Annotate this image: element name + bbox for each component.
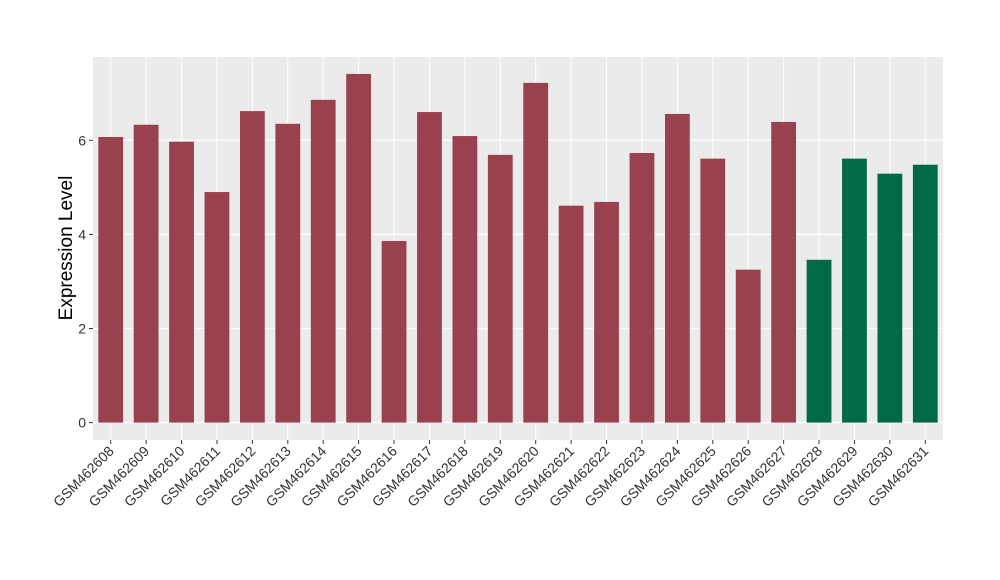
bar bbox=[842, 158, 867, 423]
bar bbox=[275, 123, 301, 423]
bar bbox=[133, 124, 159, 423]
bar bbox=[523, 82, 549, 423]
bar bbox=[771, 121, 797, 423]
bar bbox=[169, 141, 194, 423]
bar bbox=[629, 152, 655, 423]
bar bbox=[594, 201, 619, 423]
plot-panel bbox=[93, 57, 943, 440]
bar bbox=[735, 269, 761, 423]
y-tick-label: 2 bbox=[78, 320, 86, 336]
bar bbox=[877, 173, 903, 423]
bar bbox=[417, 112, 442, 423]
y-axis-title: Expression Level bbox=[56, 176, 77, 321]
bar bbox=[98, 136, 124, 423]
y-tick-label: 0 bbox=[78, 415, 86, 431]
bar bbox=[700, 158, 726, 423]
bar bbox=[381, 240, 407, 423]
y-tick-label: 6 bbox=[78, 132, 86, 148]
bar bbox=[558, 205, 584, 423]
bar bbox=[346, 73, 372, 423]
bar bbox=[204, 192, 230, 423]
bar bbox=[310, 99, 336, 423]
bar bbox=[912, 164, 938, 423]
bar bbox=[239, 111, 265, 423]
bar bbox=[487, 154, 513, 423]
y-tick-label: 4 bbox=[78, 226, 86, 242]
bar bbox=[806, 259, 832, 423]
bar bbox=[452, 136, 478, 423]
bar bbox=[664, 113, 690, 423]
